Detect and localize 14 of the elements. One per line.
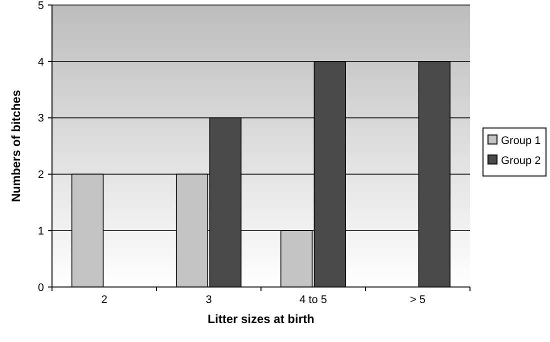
legend-label: Group 1	[501, 134, 541, 147]
y-axis-title: Numbers of bitches	[9, 90, 23, 202]
legend-label: Group 2	[501, 154, 541, 167]
y-tick-label: 1	[38, 225, 44, 238]
x-tick-label: 4 to 5	[299, 294, 328, 306]
x-tick-label: 3	[206, 294, 212, 306]
x-axis-title: Litter sizes at birth	[208, 312, 314, 326]
x-tick-label: 2	[101, 294, 108, 306]
y-tick-label: 3	[38, 112, 44, 125]
y-tick-label: 2	[38, 169, 44, 182]
x-tick-label: > 5	[410, 294, 426, 306]
y-tick-label: 0	[38, 282, 44, 294]
y-tick-label: 4	[38, 56, 44, 68]
y-tick-label: 5	[38, 0, 44, 12]
